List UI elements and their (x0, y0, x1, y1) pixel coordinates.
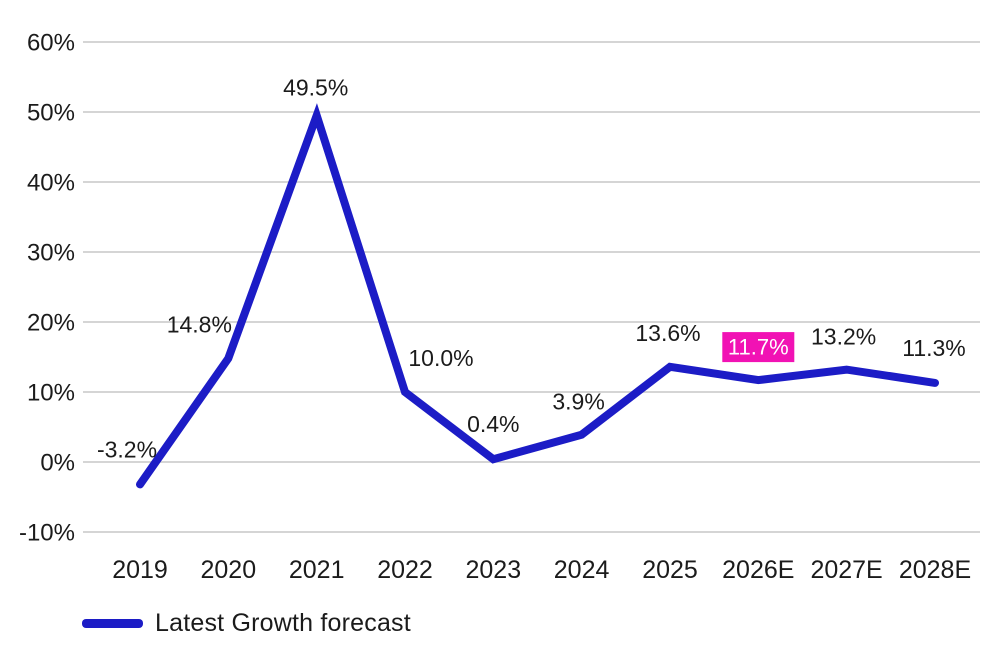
x-axis-tick-label: 2025 (642, 556, 698, 584)
y-axis-tick-label: 30% (27, 240, 75, 267)
data-label: 13.2% (811, 324, 876, 350)
x-axis-tick-label: 2024 (554, 556, 610, 584)
legend-label: Latest Growth forecast (155, 608, 411, 637)
y-axis-tick-label: 0% (40, 450, 75, 477)
legend: Latest Growth forecast (82, 606, 411, 640)
data-label: 13.6% (635, 320, 700, 346)
x-axis-tick-label: 2026E (722, 556, 794, 584)
x-axis-tick-label: 2019 (112, 556, 168, 584)
y-axis-tick-label: -10% (19, 520, 75, 547)
y-axis-tick-label: 40% (27, 170, 75, 197)
data-label: 0.4% (467, 411, 519, 437)
x-axis-tick-label: 2022 (377, 556, 433, 584)
highlight-box (722, 332, 795, 363)
y-axis-tick-label: 60% (27, 30, 75, 57)
x-axis-tick-label: 2020 (200, 556, 256, 584)
data-label: 11.3% (902, 335, 966, 361)
data-label: 3.9% (552, 389, 604, 415)
legend-line-swatch (82, 618, 143, 628)
x-axis-tick-label: 2027E (810, 556, 882, 584)
growth-forecast-line (136, 103, 939, 489)
data-label: 14.8% (167, 311, 232, 337)
data-label: 10.0% (408, 345, 473, 371)
y-axis-tick-label: 20% (27, 310, 75, 337)
data-label: 49.5% (283, 75, 348, 101)
x-axis-tick-label: 2023 (465, 556, 521, 584)
x-axis-tick-label: 2021 (289, 556, 345, 584)
x-axis-tick-label: 2028E (899, 556, 971, 584)
y-axis-tick-label: 10% (27, 380, 75, 407)
y-axis-tick-label: 50% (27, 100, 75, 127)
highlighted-data-label: 11.7% (728, 335, 789, 360)
data-label: -3.2% (97, 436, 157, 462)
